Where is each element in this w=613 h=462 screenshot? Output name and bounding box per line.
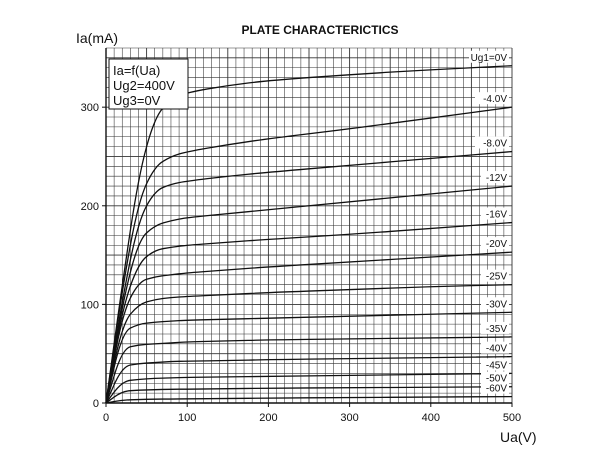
curve-label-bg: [475, 92, 509, 105]
curve-label-bg: [481, 171, 509, 184]
curve-label-4: -16V: [486, 210, 507, 221]
curve-series-0: [105, 65, 513, 404]
curve-series-6: [105, 284, 513, 404]
curve-label-bg: [469, 50, 509, 63]
curve-label-bg: [481, 207, 509, 220]
y-tick-label: 100: [81, 299, 99, 311]
x-tick-label: 300: [340, 412, 358, 424]
curve-series-12: [105, 395, 513, 404]
curve-label-12: -60V: [486, 384, 507, 395]
curve-label-bg: [481, 321, 509, 334]
curve-series-3: [105, 185, 513, 404]
curve-label-5: -20V: [486, 239, 507, 250]
curve-label-bg: [481, 237, 509, 250]
curve-labels: Ug1=0V -4.0V -8.0V -12V -16V -20V -25V -30V -35V…: [469, 50, 509, 395]
legend-box-frame: [108, 58, 189, 110]
curve-series-5: [105, 251, 513, 404]
legend-line-3: Ug3=0V: [113, 93, 161, 108]
curves: [105, 65, 513, 404]
curve-label-bg: [481, 358, 509, 371]
y-axis-title: Ia(mA): [76, 30, 118, 46]
curve-label-2: -8.0V: [483, 139, 507, 150]
curve-label-11: -50V: [486, 374, 507, 385]
curve-series-4: [105, 221, 513, 404]
curve-series-1: [105, 106, 513, 404]
curve-label-0: Ug1=0V: [471, 53, 508, 64]
curve-series-7: [105, 311, 513, 404]
curve-series-8: [105, 336, 513, 404]
curve-label-bg: [475, 136, 509, 149]
chart-title: PLATE CHARACTERICTICS: [241, 23, 398, 37]
x-tick-label: 400: [422, 412, 440, 424]
x-tick-label: 200: [259, 412, 277, 424]
curve-label-bg: [481, 269, 509, 282]
curve-label-bg: [481, 381, 509, 394]
x-tick-label: 0: [103, 412, 109, 424]
curve-label-6: -25V: [486, 272, 507, 283]
x-tick-label: 500: [503, 412, 521, 424]
curve-label-bg: [481, 297, 509, 310]
curve-series-11: [105, 386, 513, 404]
curve-label-7: -30V: [486, 299, 507, 310]
curve-label-bg: [481, 371, 509, 384]
curve-label-1: -4.0V: [483, 94, 507, 105]
y-tick-label: 300: [81, 102, 99, 114]
y-tick-label: 0: [93, 398, 99, 410]
curve-label-3: -12V: [486, 173, 507, 184]
legend-line-1: Ia=f(Ua): [113, 63, 160, 78]
curve-label-bg: [481, 341, 509, 354]
curve-label-10: -45V: [486, 360, 507, 371]
curve-series-2: [105, 150, 513, 404]
legend-line-2: Ug2=400V: [113, 78, 175, 93]
curve-series-9: [105, 356, 513, 404]
curve-series-10: [105, 372, 513, 404]
y-tick-label: 200: [81, 201, 99, 213]
curve-label-8: -35V: [486, 324, 507, 335]
x-axis-title: Ua(V): [500, 429, 537, 445]
x-tick-label: 100: [178, 412, 196, 424]
legend-box: Ia=f(Ua) Ug2=400V Ug3=0V: [108, 58, 189, 110]
ticks: 0 100 200 300 400 500 0 100 200 300: [81, 102, 522, 424]
curve-label-9: -40V: [486, 344, 507, 355]
